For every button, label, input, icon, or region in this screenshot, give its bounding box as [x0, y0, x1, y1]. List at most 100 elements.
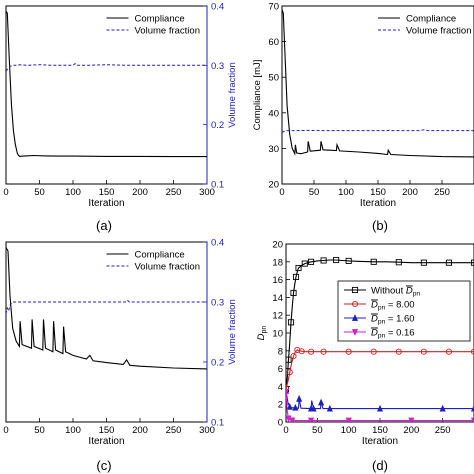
panel-d-series-1-point-18 [395, 348, 402, 355]
panel-d-series-0-point-22 [370, 258, 377, 265]
panel-d-series-2-point-6 [296, 395, 303, 402]
panel-d-series-0-point-10 [295, 264, 302, 272]
panel-d-series-0-point-28 [445, 259, 452, 266]
panel-d-series-0-point-4 [287, 319, 295, 326]
panel-a-xlabel: Iteration [88, 198, 124, 209]
panel-d-series-1-point-10 [308, 348, 315, 355]
panel-d-xlabel: Iteration [362, 436, 398, 447]
panel-b-ytick-label-5: 70 [268, 2, 279, 13]
panel-d-series-2-point-4 [292, 403, 299, 411]
panel-d-series-3-point-10 [408, 417, 415, 422]
panel-d-ytick-label-0: 0 [278, 418, 283, 429]
panel-d-series-2-point-19 [470, 404, 474, 412]
panel-d-series-0-point-2 [286, 356, 292, 363]
panel-a-xtick-label-1: 50 [34, 187, 45, 198]
panel-d-xtick-label-1: 50 [312, 425, 323, 436]
panel-a-series-line-1 [6, 62, 207, 72]
panel-b-legend-label-1: Volume fraction [406, 26, 471, 37]
panel-d-series-3-point-6 [308, 417, 315, 422]
panel-c-rtick-label-1: 0.2 [211, 358, 224, 369]
panel-d-ytick-label-1: 2 [278, 400, 283, 411]
panel-b-xtick-label-1: 50 [309, 187, 320, 198]
panel-a-series-group [6, 10, 207, 158]
panel-b-xtick-label-0: 0 [279, 187, 284, 198]
panel-b-ytick-label-1: 30 [268, 144, 279, 155]
caption-d: (d) [372, 458, 388, 473]
panel-a-series-line-0 [6, 10, 207, 158]
panel-c-xtick-label-5: 250 [166, 425, 182, 436]
panel-d-series-0-point-12 [301, 260, 308, 267]
panel-b-chart: 0 50 100 150 200 250 Iteration 20 30 40 50 60 70 Comp… [252, 2, 474, 209]
panel-c-frame [5, 241, 208, 423]
panel-c-xtick-label-3: 150 [99, 425, 115, 436]
panel-c-xlabel: Iteration [88, 436, 124, 447]
panel-d-series-2-point-16 [376, 404, 384, 412]
panel-d-series-3-point-4 [289, 417, 296, 422]
panel-d-series-line-1 [286, 349, 474, 389]
panel-d-series-1-point-0 [286, 385, 290, 392]
panel-a-xtick-label-2: 100 [65, 187, 81, 198]
panel-c-xtick-label-6: 300 [199, 425, 215, 436]
panel-d-series-1-point-14 [345, 348, 352, 355]
panel-a-legend-label-0: Compliance [135, 14, 185, 25]
panel-d-series-2-point-18 [439, 404, 446, 412]
panel-c-right-ylabel: Volume fraction [227, 299, 238, 364]
panel-d-legend-label-0: Without Dpn [371, 286, 420, 298]
panel-b-xlabel: Iteration [360, 198, 396, 209]
panel-d-series-3-point-0 [286, 388, 290, 396]
panel-d-series-0-point-16 [320, 257, 327, 264]
panel-c-rtick-label-2: 0.3 [211, 298, 224, 309]
panel-b-xtick-label-5: 250 [434, 187, 450, 198]
panel-c-series-line-0 [6, 247, 207, 370]
panel-d-series-2-point-10 [310, 404, 317, 412]
panel-d-series-0-point-26 [420, 259, 427, 266]
panel-d-legend-box [337, 280, 471, 342]
panel-d-chart: 0 50 100 150 200 250 Iteration 0 2 4 6 8 10 12 14 16 18 2… [256, 240, 474, 447]
panel-c-xtick-label-0: 0 [3, 425, 8, 436]
panel-d-ytick-label-6: 12 [272, 311, 283, 322]
panel-d-series-line-0 [286, 259, 474, 390]
panel-d-ytick-label-7: 14 [272, 293, 283, 304]
panel-d-series-0-point-18 [333, 256, 340, 264]
panel-d-series-0-point-6 [290, 289, 297, 297]
panel-a-xtick-label-4: 200 [132, 187, 148, 198]
panel-b-ytick-label-0: 20 [268, 180, 279, 191]
panel-a-xtick-label-3: 150 [99, 187, 115, 198]
panel-d-xtick-label-0: 0 [283, 425, 288, 436]
panel-d-series-1-point-12 [320, 348, 327, 355]
panel-b-series-line-1 [282, 129, 474, 133]
panel-d-series-0-point-14 [308, 258, 315, 265]
panel-d-series-line-2 [286, 390, 474, 410]
panel-a-legend-label-1: Volume fraction [135, 26, 200, 37]
panel-c-series-group [6, 247, 207, 370]
panel-b-legend-label-0: Compliance [406, 14, 456, 25]
panel-d-xtick-label-5: 250 [435, 425, 451, 436]
panel-b-xtick-label-3: 150 [370, 187, 386, 198]
panel-d-ylabel: Dpn [256, 326, 268, 341]
panel-a-rtick-label-3: 0.4 [211, 2, 224, 13]
panel-d-legend-marker-1 [351, 300, 359, 308]
panel-d-ytick-label-2: 4 [278, 382, 283, 393]
panel-a-xtick-label-0: 0 [3, 187, 8, 198]
panel-d-series-0-point-8 [292, 273, 300, 280]
panel-a-rtick-label-2: 0.3 [211, 61, 224, 72]
panel-a-xtick-label-6: 300 [199, 187, 215, 198]
panel-a-rtick-label-0: 0.1 [211, 180, 224, 191]
panel-d-legend-label-2: Dpn = 1.60 [371, 314, 415, 326]
panel-d-series-1-point-8 [298, 348, 305, 355]
panel-a-chart: 0 50 100 150 200 250 300 Iteration 0.1 0.2 0.3 0.4 V… [3, 2, 238, 210]
panel-a-xtick-label-5: 250 [166, 187, 182, 198]
panel-d-series-2-point-14 [326, 404, 333, 412]
panel-d-series-group [286, 256, 474, 422]
panel-a-right-ylabel: Volume fraction [227, 62, 238, 127]
panel-d-xtick-label-3: 150 [372, 425, 388, 436]
panel-c-legend-label-1: Volume fraction [135, 262, 200, 273]
panel-d-series-3-point-8 [345, 417, 352, 422]
panel-b-ytick-label-2: 40 [268, 108, 279, 119]
panel-d-series-2-point-2 [286, 403, 293, 410]
panel-c-rtick-label-0: 0.1 [211, 418, 224, 429]
panel-d-series-1-point-16 [370, 348, 377, 355]
panel-d-series-0-point-20 [345, 257, 352, 264]
panel-d-series-1-point-4 [290, 353, 297, 360]
